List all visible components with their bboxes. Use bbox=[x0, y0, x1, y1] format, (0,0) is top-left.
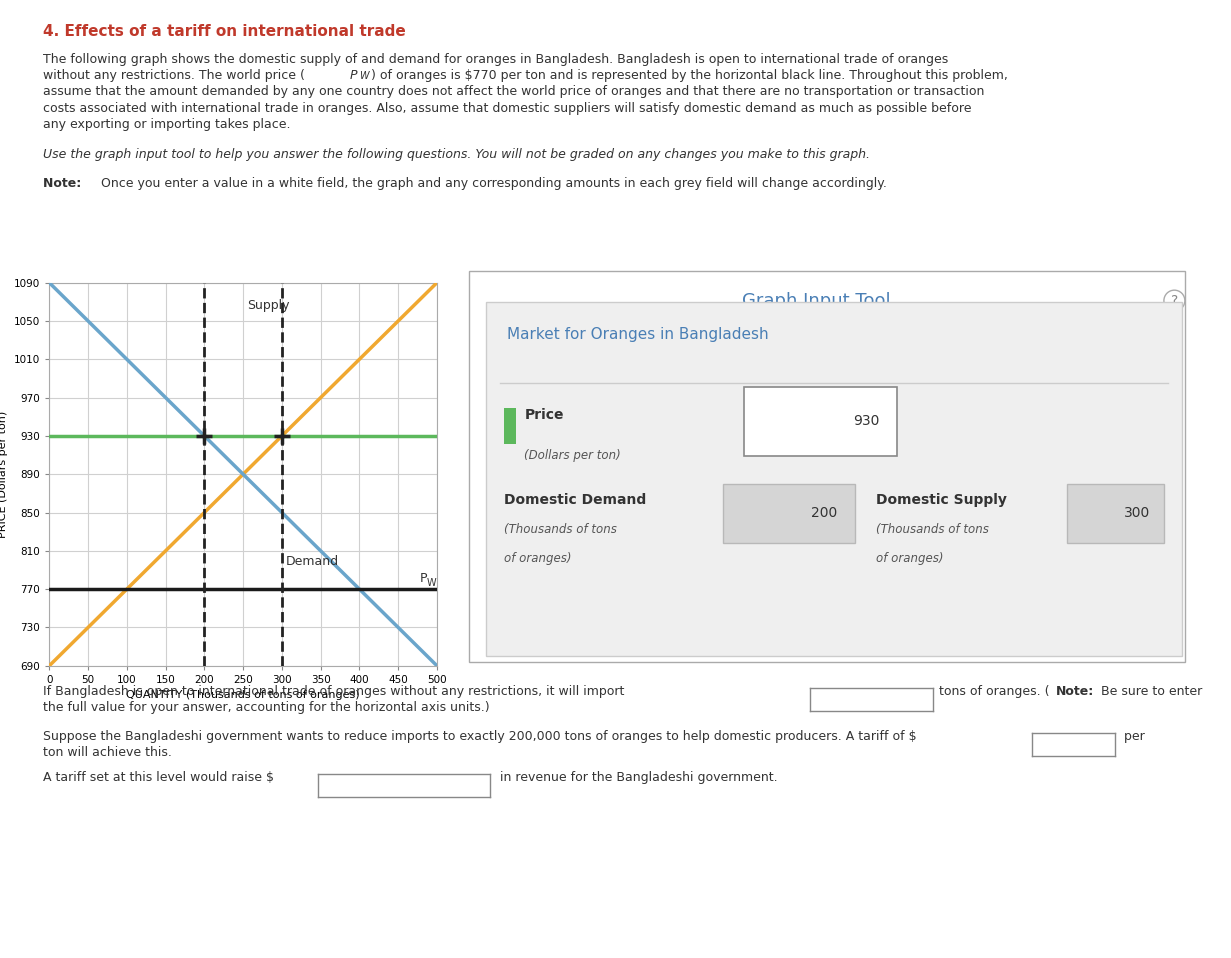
Text: (Dollars per ton): (Dollars per ton) bbox=[524, 449, 622, 462]
Text: costs associated with international trade in oranges. Also, assume that domestic: costs associated with international trad… bbox=[43, 102, 971, 115]
Text: W: W bbox=[427, 579, 437, 588]
Text: the full value for your answer, accounting for the horizontal axis units.): the full value for your answer, accounti… bbox=[43, 701, 490, 715]
Text: ?: ? bbox=[1171, 293, 1178, 308]
Text: Market for Oranges in Bangladesh: Market for Oranges in Bangladesh bbox=[507, 327, 768, 342]
Text: of oranges): of oranges) bbox=[503, 552, 571, 564]
Text: A tariff set at this level would raise $: A tariff set at this level would raise $ bbox=[43, 771, 275, 785]
Text: Demand: Demand bbox=[286, 556, 339, 568]
Text: 930: 930 bbox=[853, 414, 879, 427]
Text: 200: 200 bbox=[811, 506, 837, 519]
Text: (Thousands of tons: (Thousands of tons bbox=[503, 523, 617, 536]
Text: in revenue for the Bangladeshi government.: in revenue for the Bangladeshi governmen… bbox=[496, 771, 778, 785]
Text: 300: 300 bbox=[1124, 506, 1151, 519]
Text: ) of oranges is $770 per ton and is represented by the horizontal black line. Th: ) of oranges is $770 per ton and is repr… bbox=[371, 69, 1007, 82]
Text: of oranges): of oranges) bbox=[875, 552, 943, 564]
Text: any exporting or importing takes place.: any exporting or importing takes place. bbox=[43, 118, 291, 131]
Text: Domestic Supply: Domestic Supply bbox=[875, 493, 1007, 507]
Text: assume that the amount demanded by any one country does not affect the world pri: assume that the amount demanded by any o… bbox=[43, 85, 985, 99]
Text: Note:: Note: bbox=[1056, 685, 1094, 698]
Text: (Thousands of tons: (Thousands of tons bbox=[875, 523, 988, 536]
Text: W: W bbox=[359, 71, 369, 80]
Bar bbox=[503, 408, 516, 444]
FancyBboxPatch shape bbox=[1067, 485, 1165, 543]
Text: Use the graph input tool to help you answer the following questions. You will no: Use the graph input tool to help you ans… bbox=[43, 148, 870, 162]
FancyBboxPatch shape bbox=[486, 302, 1182, 656]
Text: Suppose the Bangladeshi government wants to reduce imports to exactly 200,000 to: Suppose the Bangladeshi government wants… bbox=[43, 730, 917, 743]
Text: Domestic Demand: Domestic Demand bbox=[503, 493, 646, 507]
Text: The following graph shows the domestic supply of and demand for oranges in Bangl: The following graph shows the domestic s… bbox=[43, 53, 948, 66]
Text: ton will achieve this.: ton will achieve this. bbox=[43, 746, 172, 760]
Text: If Bangladesh is open to international trade of oranges without any restrictions: If Bangladesh is open to international t… bbox=[43, 685, 624, 698]
FancyBboxPatch shape bbox=[744, 387, 896, 456]
Text: Once you enter a value in a white field, the graph and any corresponding amounts: Once you enter a value in a white field,… bbox=[101, 177, 886, 191]
Text: P: P bbox=[350, 69, 357, 82]
Text: Price: Price bbox=[524, 408, 564, 422]
Text: Graph Input Tool: Graph Input Tool bbox=[742, 291, 890, 309]
Text: without any restrictions. The world price (: without any restrictions. The world pric… bbox=[43, 69, 305, 82]
Y-axis label: PRICE (Dollars per ton): PRICE (Dollars per ton) bbox=[0, 411, 9, 537]
FancyBboxPatch shape bbox=[469, 271, 1185, 662]
Text: P: P bbox=[420, 572, 427, 584]
X-axis label: QUANTITY (Thousands of tons of oranges): QUANTITY (Thousands of tons of oranges) bbox=[127, 691, 359, 700]
FancyBboxPatch shape bbox=[723, 485, 854, 543]
Text: Supply: Supply bbox=[247, 300, 289, 312]
Text: 4. Effects of a tariff on international trade: 4. Effects of a tariff on international … bbox=[43, 24, 406, 39]
Text: tons of oranges. (: tons of oranges. ( bbox=[939, 685, 1050, 698]
Text: Note:: Note: bbox=[43, 177, 86, 191]
Text: per: per bbox=[1120, 730, 1145, 743]
Text: Be sure to enter: Be sure to enter bbox=[1097, 685, 1201, 698]
